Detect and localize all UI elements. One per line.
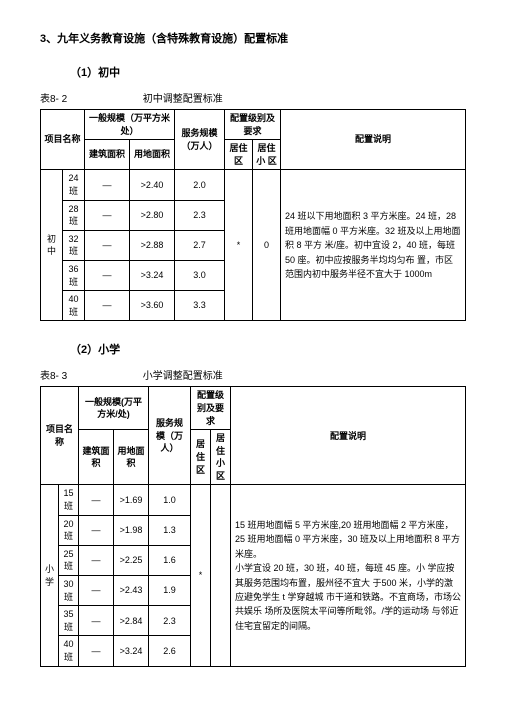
cell: 2.3 [175,200,225,230]
cell: — [79,485,114,515]
cell: 35班 [59,606,79,636]
cell: 40班 [63,291,85,321]
cell: 24班 [63,170,85,200]
cell: 36班 [63,260,85,290]
cell: >3.24 [114,636,149,666]
col-subzone: 居住小 区 [253,140,281,170]
cell: 1.0 [149,485,191,515]
table2-num: 表8- 3 [40,367,140,382]
table2-title: 小学调整配置标准 [143,367,223,382]
cell: >1.69 [114,485,149,515]
cell: — [85,260,130,290]
cell: — [79,515,114,545]
cell-star: * [191,485,211,666]
cell: 1.6 [149,545,191,575]
col-scale: 一般规模(万平方米/处) [79,387,149,430]
cell: >1.98 [114,515,149,545]
cell-blank [211,485,231,666]
col-name: 项目名称 [41,110,85,170]
table-2: 项目名称 一般规模(万平方米/处) 服务规模（万人） 配置级别及要求 配置说明 … [40,386,466,666]
table1-caption: 表8- 2 初中调整配置标准 [40,90,466,105]
table1-num: 表8- 2 [40,90,140,105]
row-name: 小学 [41,485,59,666]
section2-title: （2）小学 [70,341,466,357]
cell: 2.0 [175,170,225,200]
col-zone: 居住区 [191,430,211,485]
cell: — [79,576,114,606]
cell: 40班 [59,636,79,666]
col-land: 用地面积 [130,140,175,170]
table-1: 项目名称 一般规模（万平方米处） 服务规模（万人） 配置级别及要求 配置说明 建… [40,109,466,321]
cell: 20班 [59,515,79,545]
cell: 2.6 [149,636,191,666]
col-service: 服务规模（万人） [175,110,225,170]
col-name: 项目名称 [41,387,79,485]
cell: >2.43 [114,576,149,606]
col-build: 建筑面积 [79,430,114,485]
cell: >3.24 [130,260,175,290]
cell: 2.7 [175,230,225,260]
cell: 3.0 [175,260,225,290]
cell-desc: 15 班用地面幅 5 平方米座,20 班用地面幅 2 平方米座，25 班用地面幅… [231,485,466,666]
cell-desc: 24 班以下用地面积 3 平方米座。24 班，28 班用地面幅 0 平方米座。3… [281,170,466,321]
cell: 3.3 [175,291,225,321]
col-note: 配置说明 [231,387,466,485]
row-name: 初中 [41,170,63,321]
cell: 1.3 [149,515,191,545]
cell: 2.3 [149,606,191,636]
cell: >2.25 [114,545,149,575]
cell: >2.40 [130,170,175,200]
cell: >3.60 [130,291,175,321]
cell: >2.80 [130,200,175,230]
cell: 30班 [59,576,79,606]
col-level: 配置级别及要求 [191,387,231,430]
section1-title: （1）初中 [70,64,466,80]
table2-caption: 表8- 3 小学调整配置标准 [40,367,466,382]
col-scale: 一般规模（万平方米处） [85,110,175,140]
cell: 1.9 [149,576,191,606]
col-land: 用地面积 [114,430,149,485]
cell: — [85,230,130,260]
cell: 25班 [59,545,79,575]
cell: >2.84 [114,606,149,636]
col-service: 服务规模（万人） [149,387,191,485]
cell: — [85,200,130,230]
cell: >2.88 [130,230,175,260]
cell: — [79,636,114,666]
cell: 28班 [63,200,85,230]
cell: 32班 [63,230,85,260]
cell-zero: 0 [253,170,281,321]
col-subzone: 居住小区 [211,430,231,485]
cell-star: * [225,170,253,321]
col-build: 建筑面积 [85,140,130,170]
cell: — [79,606,114,636]
col-zone: 居住 区 [225,140,253,170]
col-level: 配置级别及要求 [225,110,281,140]
col-note: 配置说明 [281,110,466,170]
main-heading: 3、九年义务教育设施（含特殊教育设施）配置标准 [40,30,466,46]
table1-title: 初中调整配置标准 [143,90,223,105]
cell: 15班 [59,485,79,515]
cell: — [85,291,130,321]
cell: — [79,545,114,575]
cell: — [85,170,130,200]
